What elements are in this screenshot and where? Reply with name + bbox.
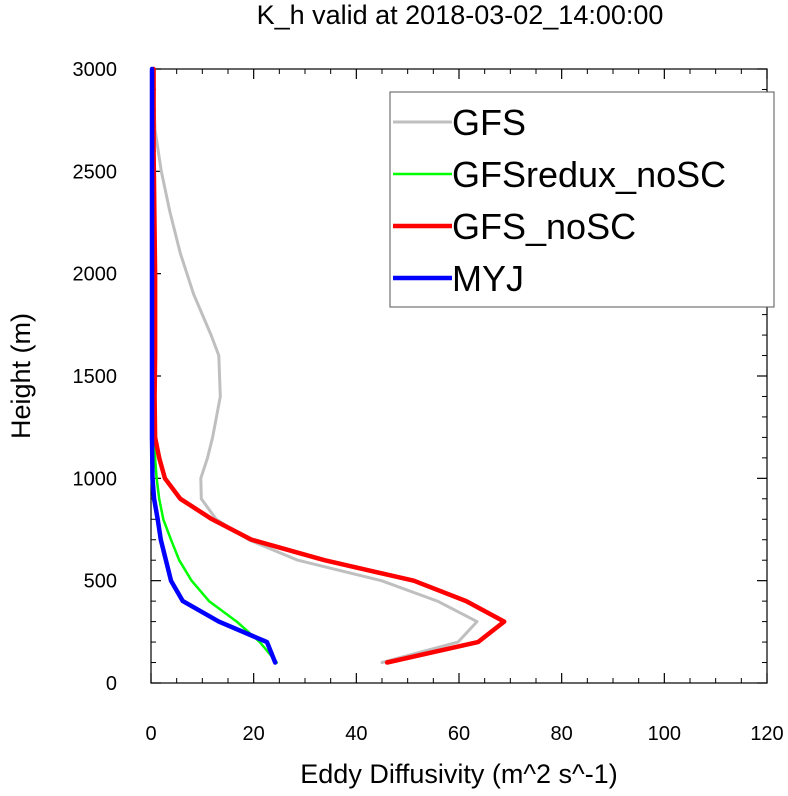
x-tick-label: 100 — [648, 723, 681, 745]
legend-box — [389, 91, 775, 308]
y-tick-label: 2500 — [73, 161, 118, 183]
y-tick-label: 1500 — [73, 366, 118, 388]
legend-label: GFS_noSC — [452, 206, 636, 247]
y-axis-label: Height (m) — [6, 313, 36, 439]
series-line-gfs-nosc — [151, 66, 507, 665]
legend-label: MYJ — [452, 258, 524, 299]
x-tick-label: 40 — [345, 723, 367, 745]
x-axis-label: Eddy Diffusivity (m^2 s^-1) — [300, 759, 617, 789]
axes-group: 0 20 40 60 80 100 120 0 500 1000 1500 2000 2500 3000 — [73, 59, 784, 745]
x-tick-label: 60 — [448, 723, 470, 745]
x-tick-label: 80 — [551, 723, 573, 745]
chart-title: K_h valid at 2018-03-02_14:00:00 — [257, 0, 664, 30]
y-tick-label: 1000 — [73, 468, 118, 490]
series-line-gfs — [151, 67, 479, 664]
y-tick-label: 2000 — [73, 264, 118, 286]
y-tick-label: 3000 — [73, 59, 118, 81]
legend: GFS GFSredux_noSC GFS_noSC MYJ — [389, 91, 775, 308]
legend-label: GFSredux_noSC — [452, 154, 726, 195]
legend-label: GFS — [452, 102, 526, 143]
x-tick-label: 20 — [243, 723, 265, 745]
y-tick-label: 0 — [106, 673, 117, 695]
x-tick-label: 0 — [145, 723, 156, 745]
series-line-myj — [149, 66, 278, 665]
y-tick-label: 500 — [84, 571, 117, 593]
series-group — [149, 66, 507, 665]
x-tick-label: 120 — [750, 723, 783, 745]
